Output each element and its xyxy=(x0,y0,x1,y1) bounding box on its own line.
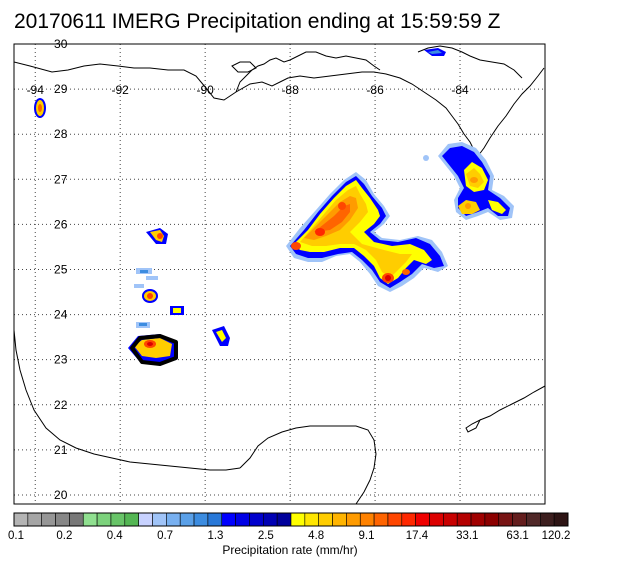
colorbar-swatch xyxy=(512,512,527,527)
lat-tick-label: 24 xyxy=(54,308,68,322)
lat-tick-label: 25 xyxy=(54,262,68,276)
colorbar-swatch xyxy=(539,512,555,527)
lon-tick-label: -88 xyxy=(281,83,299,97)
cell-24-5n xyxy=(134,284,158,303)
cell-25n xyxy=(136,268,158,280)
lat-tick-label: 26 xyxy=(54,217,68,231)
colorbar-swatch xyxy=(221,512,236,527)
colorbar-tick-label: 4.8 xyxy=(308,530,325,542)
colorbar-tick-label: 9.1 xyxy=(358,530,375,542)
cell-23-7n xyxy=(212,326,230,346)
lat-tick-label: 29 xyxy=(54,82,68,96)
yucatan-coast xyxy=(239,425,377,504)
cell-26n xyxy=(146,228,168,244)
colorbar-swatch xyxy=(553,512,569,527)
colorbar-swatch xyxy=(470,512,486,527)
map-frame xyxy=(13,43,546,505)
colorbar-swatch xyxy=(498,512,513,527)
colorbar-swatch xyxy=(484,512,500,527)
colorbar-swatch xyxy=(359,512,375,527)
lon-tick-label: -90 xyxy=(196,83,214,97)
colorbar-tick-label: 0.4 xyxy=(106,530,123,542)
colorbar-tick-label: 0.7 xyxy=(157,530,174,542)
colorbar-swatch xyxy=(290,512,306,527)
colorbar-swatch xyxy=(96,512,112,527)
colorbar-swatch xyxy=(124,512,139,527)
colorbar-swatch xyxy=(318,512,333,527)
colorbar-swatch xyxy=(207,512,223,527)
cell-northeast-30n xyxy=(424,48,446,56)
colorbar-swatch xyxy=(152,512,167,527)
colorbar-swatch xyxy=(332,512,347,527)
lon-tick-label: -84 xyxy=(451,83,469,97)
florida-west-coast xyxy=(477,67,545,157)
colorbar-swatch xyxy=(235,512,250,527)
mexico-gulf-coast xyxy=(14,329,241,471)
colorbar-swatch xyxy=(346,512,361,527)
colorbar-tick-label: 63.1 xyxy=(506,530,529,542)
colorbar-tick-label: 0.2 xyxy=(56,530,73,542)
lon-tick-label: -86 xyxy=(366,83,384,97)
colorbar-swatch xyxy=(443,512,458,527)
map-title: 20170611 IMERG Precipitation ending at 1… xyxy=(14,10,501,33)
colorbar-swatch xyxy=(166,512,181,527)
colorbar-swatch xyxy=(262,512,278,527)
colorbar-swatch xyxy=(276,512,292,527)
lat-tick-label: 20 xyxy=(54,488,68,502)
colorbar-tick-label: 17.4 xyxy=(405,530,429,542)
colorbar-swatch xyxy=(82,512,98,527)
colorbar-swatch xyxy=(415,512,430,527)
coastline xyxy=(14,45,545,504)
colorbar-border xyxy=(13,512,569,527)
lon-tick-label: -92 xyxy=(112,83,130,97)
lake-pontchartrain xyxy=(231,61,257,73)
colorbar-swatch xyxy=(41,512,56,527)
colorbar-swatch xyxy=(69,512,84,527)
colorbar-swatch xyxy=(387,512,403,527)
cuba-west xyxy=(465,418,482,433)
colorbar-tick-label: 1.3 xyxy=(207,530,224,542)
colorbar-tick-label: 33.1 xyxy=(456,530,479,542)
colorbar-swatch xyxy=(13,512,29,527)
cuba-north xyxy=(479,385,545,421)
cell-24-3n xyxy=(170,306,184,315)
lat-tick-label: 23 xyxy=(54,353,68,367)
lat-tick-label: 21 xyxy=(54,443,68,457)
colorbar-swatch xyxy=(138,512,153,527)
colorbar-swatch xyxy=(55,512,70,527)
colorbar-tick-label: 0.1 xyxy=(8,530,24,542)
colorbar-swatch xyxy=(373,512,389,527)
colorbar-swatch xyxy=(110,512,126,527)
colorbar-swatch xyxy=(193,512,209,527)
lat-lon-grid xyxy=(14,43,545,504)
colorbar-swatch xyxy=(27,512,43,527)
colorbar-swatch xyxy=(429,512,444,527)
colorbar xyxy=(13,512,569,527)
lat-tick-label: 28 xyxy=(54,127,68,141)
colorbar-swatch xyxy=(456,512,472,527)
colorbar-title: Precipitation rate (mm/hr) xyxy=(222,543,358,557)
cell-23-3n-outlined xyxy=(128,322,178,366)
cell-central-cluster xyxy=(286,172,448,292)
lat-tick-label: 22 xyxy=(54,398,68,412)
lat-tick-label: 27 xyxy=(54,172,68,186)
lon-tick-label: -94 xyxy=(27,83,45,97)
colorbar-swatch xyxy=(526,512,541,527)
cell-west-29n xyxy=(34,98,46,118)
colorbar-swatch xyxy=(249,512,264,527)
florida-big-bend xyxy=(417,45,523,79)
colorbar-tick-label: 2.5 xyxy=(257,530,274,542)
colorbar-swatch xyxy=(304,512,320,527)
precipitation-cells xyxy=(34,48,514,366)
colorbar-swatch xyxy=(401,512,416,527)
colorbar-swatch xyxy=(179,512,195,527)
cell-east-cluster xyxy=(423,142,514,220)
colorbar-tick-label: 120.2 xyxy=(541,530,571,542)
gulf-coast-north xyxy=(14,61,479,157)
